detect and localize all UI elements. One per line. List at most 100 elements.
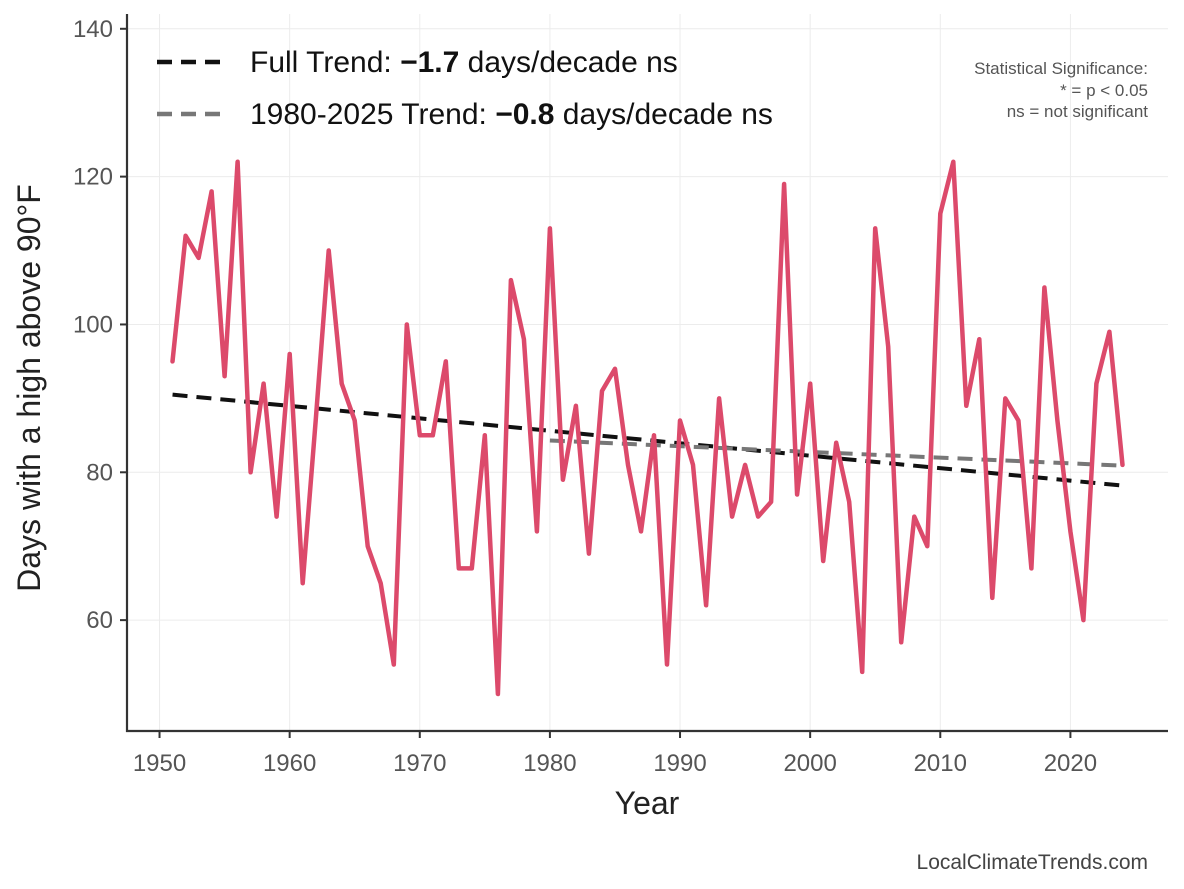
tick-labels: 1950 1960 1970 1980 1990 2000 2010 2020 60 80 100 1… (73, 16, 1097, 777)
data-point-1954 (209, 189, 214, 194)
y-tick-label-80: 80 (86, 459, 113, 486)
data-point-1966 (365, 544, 370, 549)
y-tick-label-100: 100 (73, 311, 113, 338)
significance-note: Statistical Significance: * = p < 0.05 n… (974, 59, 1148, 121)
data-point-1952 (183, 233, 188, 238)
data-point-1994 (730, 514, 734, 519)
data-point-1958 (261, 381, 266, 386)
y-axis-title: Days with a high above 90°F (11, 184, 47, 592)
data-point-2006 (886, 344, 891, 349)
data-point-1986 (626, 463, 630, 467)
data-point-1968 (391, 662, 396, 667)
legend-label-full-trend: Full Trend: −1.7 days/decade ns (250, 46, 678, 79)
data-point-1956 (235, 160, 240, 164)
data-point-1976 (496, 692, 500, 696)
data-point-2021 (1081, 618, 1086, 622)
data-point-2022 (1094, 381, 1099, 386)
y-tick-label-120: 120 (73, 164, 113, 191)
data-point-2010 (938, 211, 943, 216)
data-point-1979 (535, 529, 539, 534)
data-point-1971 (430, 433, 435, 438)
data-point-2005 (873, 226, 878, 231)
data-point-1981 (561, 477, 565, 482)
data-point-1963 (326, 248, 331, 253)
data-point-1992 (704, 603, 708, 608)
data-point-2020 (1068, 529, 1073, 534)
data-point-1999 (795, 492, 799, 497)
legend: Full Trend: −1.7 days/decade ns 1980-202… (157, 46, 773, 131)
x-tick-label-1980: 1980 (523, 750, 576, 777)
series-line (170, 159, 1125, 697)
data-point-1969 (404, 322, 409, 327)
data-point-1957 (248, 470, 253, 475)
data-point-1993 (717, 396, 721, 401)
data-point-2001 (821, 559, 825, 563)
x-tick-label-1950: 1950 (133, 750, 186, 777)
data-point-1964 (339, 381, 344, 386)
data-point-1961 (300, 581, 305, 585)
significance-note-line1: * = p < 0.05 (1060, 81, 1148, 100)
data-point-2012 (964, 403, 969, 408)
x-axis-title: Year (615, 785, 680, 821)
data-point-2013 (977, 337, 982, 342)
data-point-1997 (769, 500, 773, 504)
data-point-1996 (756, 514, 760, 519)
data-point-1953 (196, 256, 201, 260)
data-point-2017 (1029, 566, 1034, 571)
legend-label-1980-2025-trend: 1980-2025 Trend: −0.8 days/decade ns (250, 98, 773, 131)
data-point-2018 (1042, 285, 1047, 290)
data-point-2004 (860, 670, 865, 674)
data-point-1980 (548, 226, 552, 231)
significance-note-title: Statistical Significance: (974, 59, 1148, 78)
data-point-1998 (782, 182, 786, 186)
x-tick-label-1970: 1970 (393, 750, 446, 777)
data-point-1988 (652, 433, 656, 438)
source-credit: LocalClimateTrends.com (917, 851, 1148, 874)
data-point-1962 (313, 418, 318, 423)
data-point-2000 (808, 381, 812, 386)
data-point-1987 (639, 529, 643, 534)
x-tick-label-1990: 1990 (653, 750, 706, 777)
x-tick-label-2000: 2000 (783, 750, 836, 777)
x-tick-label-2010: 2010 (914, 750, 967, 777)
data-point-2003 (847, 500, 851, 504)
x-tick-label-1960: 1960 (263, 750, 316, 777)
data-point-1982 (574, 403, 578, 408)
y-tick-label-140: 140 (73, 16, 113, 43)
data-point-1951 (170, 359, 175, 364)
data-point-1985 (613, 367, 617, 371)
data-point-1973 (457, 566, 461, 571)
data-point-1970 (417, 433, 422, 438)
trend-line-full-trend (172, 392, 1123, 488)
data-point-2002 (834, 440, 838, 445)
y-tick-label-60: 60 (86, 607, 113, 634)
data-point-1995 (743, 463, 747, 467)
data-point-1991 (691, 463, 695, 467)
data-point-1972 (444, 359, 448, 364)
data-point-1977 (509, 278, 513, 282)
data-point-2011 (951, 160, 956, 164)
data-series (170, 159, 1125, 697)
data-point-2009 (925, 544, 930, 549)
x-tick-label-2020: 2020 (1044, 750, 1097, 777)
data-point-1984 (600, 389, 604, 393)
data-point-1975 (483, 433, 487, 438)
data-point-2008 (912, 514, 917, 519)
data-point-1959 (274, 514, 279, 519)
data-point-2014 (990, 596, 995, 600)
data-point-1955 (222, 374, 227, 378)
data-point-2015 (1003, 396, 1008, 401)
trend-lines (172, 392, 1123, 488)
data-point-2024 (1120, 463, 1125, 467)
data-point-1974 (470, 566, 474, 571)
data-point-1990 (678, 418, 682, 423)
data-point-1983 (587, 551, 591, 556)
data-point-2019 (1055, 418, 1060, 423)
data-point-1960 (287, 352, 292, 356)
data-point-1967 (378, 581, 383, 585)
data-point-2007 (899, 640, 904, 645)
data-point-1965 (352, 418, 357, 423)
data-point-1989 (665, 662, 669, 667)
significance-note-line2: ns = not significant (1007, 102, 1149, 121)
